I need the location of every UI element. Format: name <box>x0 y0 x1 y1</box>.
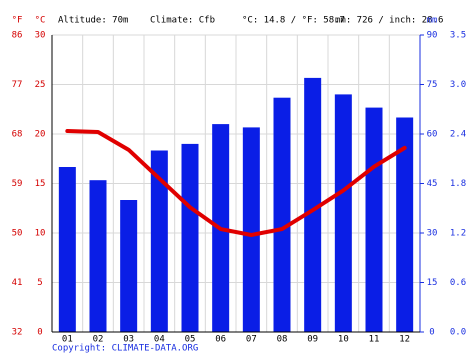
x-tick-label: 06 <box>215 335 226 345</box>
f-tick-label: 59 <box>12 179 23 189</box>
x-tick-label: 09 <box>307 335 318 345</box>
x-tick-label: 12 <box>399 335 410 345</box>
bar <box>334 94 352 333</box>
bar <box>242 127 260 333</box>
unit-mm: mm <box>427 16 438 26</box>
bar <box>58 167 76 332</box>
unit-f: °F <box>12 16 23 26</box>
y-tick-label: 25 <box>35 80 46 90</box>
x-tick-label: 04 <box>154 335 165 345</box>
bar <box>365 107 383 332</box>
x-tick-label: 10 <box>338 335 349 345</box>
climate: Climate: Cfb <box>150 16 215 26</box>
bar <box>396 117 414 332</box>
f-tick-label: 68 <box>12 130 23 140</box>
footer: Copyright: CLIMATE-DATA.ORG <box>52 344 198 354</box>
bar <box>304 77 322 333</box>
y-tick-label: 15 <box>35 179 46 189</box>
x-tick-label: 11 <box>369 335 380 345</box>
x-tick-label: 02 <box>93 335 104 345</box>
y-tick-label: 5 <box>37 278 42 288</box>
inch-tick-label: 1.2 <box>450 229 466 239</box>
f-tick-label: 77 <box>12 80 23 90</box>
f-tick-label: 32 <box>12 328 23 338</box>
inch-tick-label: 0.6 <box>450 278 466 288</box>
bar <box>120 200 138 332</box>
inch-tick-label: 1.8 <box>450 179 466 189</box>
y2-tick-label: 90 <box>427 31 438 41</box>
y2-tick-label: 30 <box>427 229 438 239</box>
x-tick-label: 01 <box>62 335 73 345</box>
f-tick-label: 86 <box>12 31 23 41</box>
y2-tick-label: 60 <box>427 130 438 140</box>
y2-tick-label: 0 <box>429 328 434 338</box>
y-tick-label: 30 <box>35 31 46 41</box>
precip-total: mm: 726 / inch: 28.6 <box>335 16 443 26</box>
f-tick-label: 41 <box>12 278 23 288</box>
temperature-line <box>65 129 407 237</box>
inch-tick-label: 0.0 <box>450 328 466 338</box>
y2-tick-label: 15 <box>427 278 438 288</box>
bar <box>89 180 107 332</box>
bar <box>150 150 168 332</box>
altitude: Altitude: 70m <box>58 16 128 26</box>
x-tick-label: 07 <box>246 335 257 345</box>
f-tick-label: 50 <box>12 229 23 239</box>
y-tick-label: 20 <box>35 130 46 140</box>
inch-tick-label: 3.0 <box>450 80 466 90</box>
x-tick-label: 08 <box>277 335 288 345</box>
unit-c: °C <box>35 16 46 26</box>
inch-tick-label: 3.5 <box>450 31 466 41</box>
y-tick-label: 0 <box>37 328 42 338</box>
temp-avg: °C: 14.8 / °F: 58.7 <box>242 16 345 26</box>
bar <box>273 97 291 332</box>
inch-tick-label: 2.4 <box>450 130 466 140</box>
x-tick-label: 05 <box>185 335 196 345</box>
y-tick-label: 10 <box>35 229 46 239</box>
x-tick-label: 03 <box>123 335 134 345</box>
y2-tick-label: 45 <box>427 179 438 189</box>
bar <box>181 143 199 332</box>
y2-tick-label: 75 <box>427 80 438 90</box>
